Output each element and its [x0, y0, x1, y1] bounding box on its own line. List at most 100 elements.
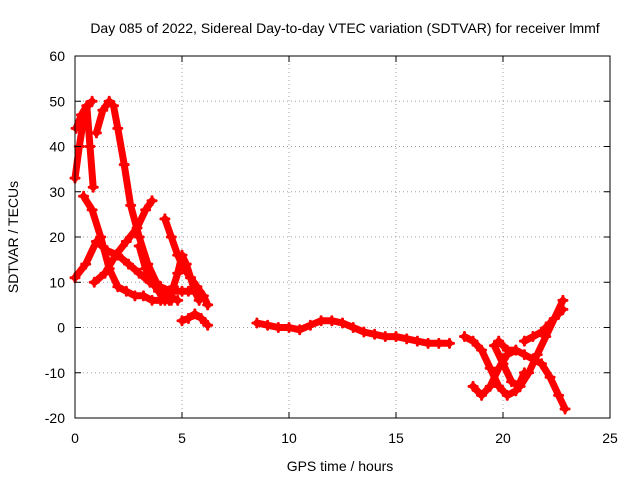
data-point-marker — [251, 317, 263, 329]
data-point-marker — [133, 231, 145, 243]
data-point-marker — [90, 127, 102, 139]
y-tick-label: 40 — [49, 139, 65, 155]
y-tick-label: 30 — [49, 184, 65, 200]
data-point-marker — [518, 349, 530, 361]
data-point-marker — [70, 122, 82, 134]
x-tick-labels: 0 5 10 15 20 25 — [71, 430, 618, 446]
y-tick-labels: -20 -10 0 10 20 30 40 50 60 — [45, 48, 65, 426]
data-point-marker — [125, 199, 137, 211]
data-point-marker — [347, 322, 359, 333]
data-point-marker — [140, 204, 152, 216]
data-point-marker — [185, 272, 197, 284]
y-tick-label: 50 — [49, 93, 65, 109]
data-point-marker — [527, 353, 539, 365]
data-point-marker — [202, 319, 214, 331]
data-point-marker — [497, 358, 509, 370]
data-point-marker — [553, 389, 565, 401]
data-point-marker — [272, 322, 284, 333]
data-point-marker — [140, 263, 152, 275]
data-point-marker — [379, 331, 391, 343]
x-tick-label: 5 — [178, 430, 186, 446]
y-tick-label: 0 — [57, 320, 65, 336]
data-point-marker — [81, 100, 93, 112]
data-point-marker — [182, 312, 194, 324]
data-point-marker — [304, 319, 316, 331]
data-point-marker — [103, 95, 115, 107]
data-point-marker — [422, 337, 434, 349]
data-point-marker — [137, 290, 149, 302]
data-point-marker — [75, 109, 87, 121]
data-point-marker — [559, 403, 571, 415]
data-point-marker — [484, 362, 496, 374]
data-point-marker — [501, 389, 513, 401]
data-point-marker — [358, 326, 370, 338]
data-point-marker — [557, 303, 569, 315]
x-tick-label: 15 — [388, 430, 404, 446]
data-series — [69, 95, 571, 415]
data-point-marker — [120, 236, 132, 248]
x-tick-label: 10 — [281, 430, 297, 446]
data-point-marker — [484, 380, 496, 392]
data-point-marker — [315, 315, 327, 327]
data-point-marker — [493, 335, 505, 347]
data-point-marker — [152, 285, 164, 297]
data-point-marker — [133, 267, 145, 279]
data-point-marker — [501, 344, 513, 356]
data-point-marker — [510, 344, 522, 356]
data-point-marker — [518, 335, 530, 347]
data-point-marker — [458, 331, 470, 343]
data-point-marker — [189, 285, 201, 297]
y-tick-label: -10 — [45, 365, 65, 381]
data-point-marker — [95, 231, 107, 243]
data-point-marker — [510, 385, 522, 397]
data-point-marker — [536, 326, 548, 338]
data-point-marker — [390, 331, 402, 343]
data-point-marker — [176, 315, 188, 327]
data-point-marker — [112, 281, 124, 293]
data-point-marker — [506, 376, 518, 388]
axis-ticks — [74, 55, 611, 419]
data-point-marker — [544, 317, 556, 329]
data-point-marker — [167, 281, 179, 293]
x-tick-label: 20 — [495, 430, 511, 446]
chart-title: Day 085 of 2022, Sidereal Day-to-day VTE… — [90, 20, 599, 36]
data-point-marker — [86, 95, 98, 107]
data-point-marker — [86, 204, 98, 216]
data-point-marker — [262, 319, 274, 331]
data-point-marker — [337, 317, 348, 329]
data-point-marker — [172, 267, 184, 279]
data-point-marker — [476, 344, 488, 356]
data-point-marker — [553, 308, 565, 320]
data-point-marker — [80, 258, 92, 270]
data-point-marker — [131, 222, 143, 234]
data-point-marker — [165, 294, 177, 306]
data-point-marker — [523, 367, 535, 379]
y-tick-label: 20 — [49, 229, 65, 245]
y-tick-label: 10 — [49, 274, 65, 290]
data-point-marker — [176, 249, 188, 261]
data-point-marker — [108, 100, 120, 112]
data-point-marker — [99, 267, 111, 279]
data-point-marker — [146, 276, 158, 288]
data-point-marker — [78, 190, 90, 202]
data-point-marker — [531, 349, 543, 361]
data-point-marker — [97, 104, 109, 116]
data-point-marker — [467, 335, 479, 347]
data-point-marker — [193, 294, 205, 306]
data-point-marker — [527, 331, 539, 343]
data-point-marker — [112, 122, 124, 134]
data-point-marker — [146, 294, 158, 306]
data-point-marker — [133, 240, 145, 252]
data-point-marker — [467, 380, 479, 392]
data-point-marker — [84, 141, 96, 152]
data-point-marker — [369, 328, 381, 340]
data-point-marker — [146, 195, 158, 207]
data-point-marker — [110, 249, 122, 261]
data-point-marker — [118, 159, 130, 171]
data-point-marker — [557, 294, 569, 306]
data-point-marker — [123, 258, 134, 270]
data-point-marker — [326, 315, 338, 327]
data-point-marker — [401, 333, 413, 345]
x-tick-label: 25 — [602, 430, 618, 446]
